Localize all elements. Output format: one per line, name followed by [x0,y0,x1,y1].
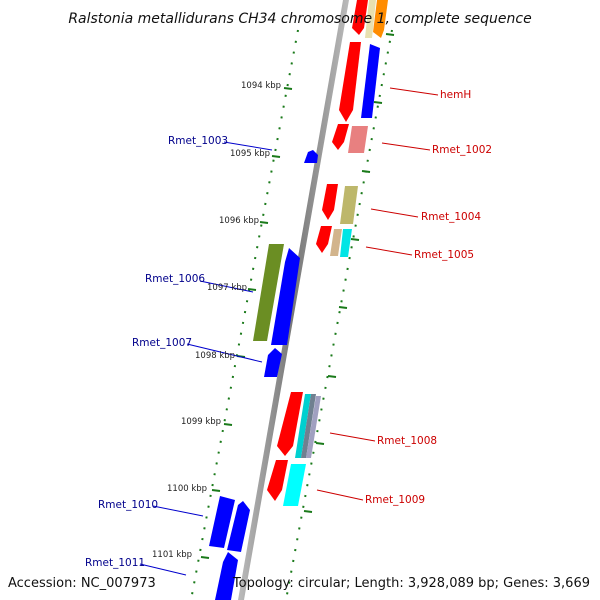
kbp-tick-right [303,510,313,513]
map-title: Ralstonia metallidurans CH34 chromosome … [68,11,531,27]
kbp-label-1098: 1098 kbp [195,351,235,361]
gene-arrow-red-1002 [332,124,349,150]
kbp-label-1095: 1095 kbp [230,149,270,159]
accession-text: Accession: NC_007973 [8,576,156,591]
connector-rmet1009 [316,489,364,501]
kbp-tick [211,489,221,492]
kbp-tick-right [350,238,360,241]
gene-arrow-cyan-1008 [295,394,311,458]
kbp-tick [259,221,269,224]
gene-arrow-orange [373,0,388,38]
kbp-tick-right [338,306,348,309]
kbp-tick [200,556,210,559]
kbp-tick [247,288,257,291]
gene-arrow-blue-hemh [361,44,380,118]
kbp-label-1096: 1096 kbp [219,216,259,226]
kbp-tick-right [315,442,325,445]
gene-arrow-red-1004 [322,184,338,220]
kbp-tick-right [385,33,395,36]
right-track-guide [285,29,393,600]
kbp-tick [223,423,233,426]
gene-arrow-khaki [365,0,376,38]
gene-arrow-blue-1010a [209,496,235,548]
gene-arrow-pink-1002 [348,126,368,153]
kbp-tick-right [373,101,383,104]
connector-rmet1007 [186,343,263,363]
gene-label-rmet1003[interactable]: Rmet_1003 [168,135,228,147]
gene-arrow-khaki-1004 [340,186,358,224]
gene-arrow-red [352,0,368,35]
connector-hemh [389,87,439,96]
gene-arrow-gray-1008 [306,396,321,458]
gene-label-rmet1005[interactable]: Rmet_1005 [414,249,474,261]
gene-label-rmet1011[interactable]: Rmet_1011 [85,557,145,569]
kbp-label-1094: 1094 kbp [241,81,281,91]
kbp-tick-right [361,170,371,173]
gene-arrow-cyan-1005 [340,229,352,257]
gene-arrow-blue-1007 [264,348,282,377]
gene-label-rmet1009[interactable]: Rmet_1009 [365,494,425,506]
gene-arrow-blue-1003 [304,150,318,163]
topology-text: Topology: circular; Length: 3,928,089 bp… [232,576,590,591]
gene-arrow-red-1009 [267,460,288,501]
kbp-label-1101: 1101 kbp [152,550,192,560]
gene-arrow-blue-1011 [215,552,238,600]
kbp-label-1097: 1097 kbp [207,283,247,293]
connector-rmet1005 [365,246,413,256]
gene-arrow-tan-1005 [330,229,342,256]
connector-rmet1008 [329,432,376,442]
gene-label-rmet1010[interactable]: Rmet_1010 [98,499,158,511]
connector-rmet1010 [152,505,204,517]
gene-arrow-slate-1008 [301,394,316,458]
gene-label-hemh[interactable]: hemH [440,89,471,101]
gene-label-rmet1006[interactable]: Rmet_1006 [145,273,205,285]
gene-arrow-blue-1006b [271,248,300,345]
connector-rmet1006 [199,280,254,293]
gene-arrow-red-1008 [277,392,303,456]
gene-arrow-cyan-1009 [283,464,306,506]
connector-rmet1004 [370,208,419,218]
connector-rmet1003 [223,141,273,151]
gene-label-rmet1002[interactable]: Rmet_1002 [432,144,492,156]
gene-arrow-olive-1006 [253,244,284,341]
gene-arrow-red-1005 [316,226,332,253]
kbp-label-1100: 1100 kbp [167,484,207,494]
kbp-tick-right [327,375,337,378]
gene-arrow-blue-1010b [227,501,250,552]
gene-label-rmet1008[interactable]: Rmet_1008 [377,435,437,447]
connector-rmet1002 [381,142,431,151]
kbp-tick [271,155,281,158]
gene-arrow-red-hemh-left [339,42,361,122]
connector-rmet1011 [139,563,187,576]
kbp-tick [283,87,293,90]
gene-label-rmet1004[interactable]: Rmet_1004 [421,211,481,223]
gene-label-rmet1007[interactable]: Rmet_1007 [132,337,192,349]
kbp-label-1099: 1099 kbp [181,417,221,427]
